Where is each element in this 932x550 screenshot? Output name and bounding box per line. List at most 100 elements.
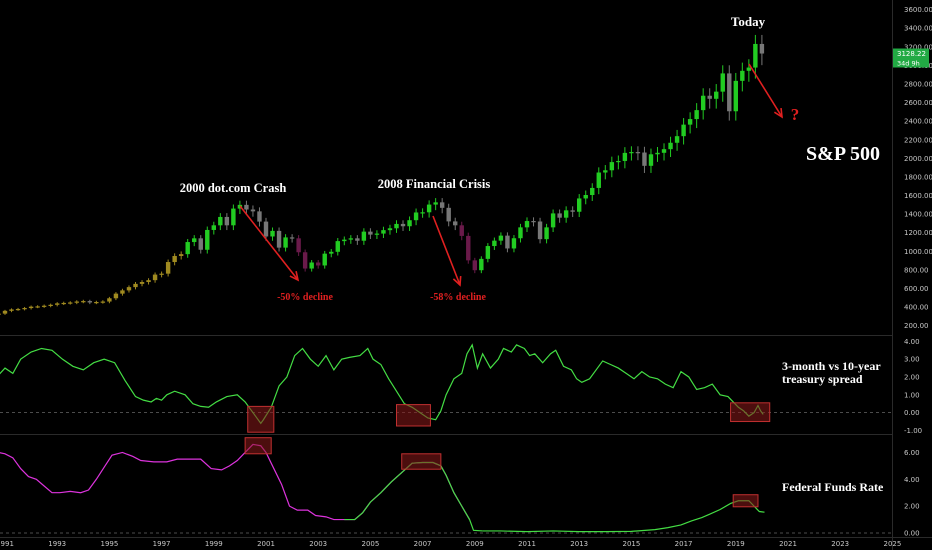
spread-y-tick-label: 2.00 bbox=[904, 373, 920, 381]
financial-crisis-annotation: 2008 Financial Crisis bbox=[378, 177, 491, 191]
sp500-y-tick-label: 1800.00 bbox=[904, 173, 932, 181]
candle bbox=[635, 152, 641, 154]
x-tick-label: 1995 bbox=[100, 540, 118, 548]
last-price-badge bbox=[893, 48, 929, 59]
candle bbox=[740, 70, 745, 81]
x-tick-label: 2011 bbox=[518, 540, 536, 548]
candle bbox=[394, 223, 399, 229]
candle bbox=[348, 238, 354, 240]
candle bbox=[218, 216, 223, 226]
sp500-y-tick-label: 3400.00 bbox=[904, 25, 932, 33]
last-price-label: 3128.22 bbox=[897, 50, 926, 58]
candle bbox=[231, 208, 236, 226]
candle bbox=[459, 225, 464, 236]
x-tick-label: 2007 bbox=[414, 540, 432, 548]
spread-inversion-box-2000 bbox=[247, 405, 275, 433]
candle bbox=[727, 73, 732, 112]
sp500-title: S&P 500 bbox=[806, 143, 880, 165]
candle bbox=[550, 213, 556, 228]
candle bbox=[2, 310, 8, 314]
candle bbox=[524, 221, 530, 228]
ffr-peak-box-2019 bbox=[732, 494, 759, 508]
spread-series-line bbox=[0, 343, 764, 425]
candle bbox=[244, 204, 249, 210]
candle bbox=[681, 124, 686, 137]
candle bbox=[446, 207, 451, 222]
candle bbox=[707, 95, 712, 99]
x-tick-label: 2021 bbox=[779, 540, 797, 548]
spread-y-tick-label: 3.00 bbox=[904, 356, 920, 364]
candle bbox=[309, 262, 314, 269]
candle bbox=[387, 228, 393, 231]
crisis-decline-label: -58% decline bbox=[430, 292, 486, 303]
candle bbox=[224, 216, 230, 226]
candle bbox=[15, 308, 21, 311]
sp500-y-tick-label: 600.00 bbox=[904, 285, 929, 293]
candle bbox=[439, 202, 445, 208]
spread-inversion-box-2007 bbox=[396, 404, 431, 427]
candle bbox=[400, 223, 406, 227]
ffr-peak-box-2007 bbox=[401, 453, 442, 470]
sp500-y-tick-label: 1000.00 bbox=[904, 248, 932, 256]
ffr-series-line-rising bbox=[344, 461, 483, 532]
candle bbox=[498, 235, 504, 241]
sp500-y-tick-label: 2000.00 bbox=[904, 155, 932, 163]
candle bbox=[159, 273, 164, 275]
spread-panel-label-line1: 3-month vs 10-year bbox=[782, 359, 881, 373]
candle bbox=[283, 237, 288, 248]
sp500-y-tick-label: 1400.00 bbox=[904, 211, 932, 219]
candle bbox=[420, 212, 425, 214]
candle bbox=[720, 73, 725, 92]
candle bbox=[648, 154, 654, 166]
candle bbox=[381, 230, 386, 234]
candle bbox=[733, 80, 738, 112]
sp500-y-tick-label: 800.00 bbox=[904, 266, 929, 274]
spread-inversion-box-2019 bbox=[730, 402, 771, 423]
candle bbox=[139, 282, 145, 284]
candle bbox=[622, 152, 628, 161]
ffr-y-tick-label: 0.00 bbox=[904, 529, 920, 537]
spread-y-tick-label: 1.00 bbox=[904, 391, 920, 399]
sp500-y-tick-label: 400.00 bbox=[904, 304, 929, 312]
x-tick-label: 2005 bbox=[361, 540, 379, 548]
ffr-panel-label: Federal Funds Rate bbox=[782, 480, 884, 494]
candle bbox=[413, 212, 419, 221]
candle bbox=[603, 170, 608, 173]
candle bbox=[655, 152, 660, 155]
candle bbox=[165, 262, 171, 274]
candle bbox=[583, 195, 588, 199]
candle bbox=[505, 235, 510, 249]
candle bbox=[0, 313, 1, 315]
candle bbox=[433, 202, 438, 205]
candle bbox=[133, 283, 138, 288]
candle bbox=[355, 238, 360, 241]
candle bbox=[466, 235, 471, 261]
candle bbox=[120, 290, 125, 294]
candle bbox=[687, 119, 693, 125]
countdown-label: 34d 9h bbox=[897, 60, 920, 68]
x-tick-label: 2015 bbox=[622, 540, 640, 548]
candle bbox=[629, 152, 634, 154]
ffr-y-tick-label: 6.00 bbox=[904, 449, 920, 457]
candle bbox=[81, 301, 86, 303]
x-tick-label: 2013 bbox=[570, 540, 588, 548]
candle bbox=[22, 308, 27, 310]
x-tick-label: 1997 bbox=[153, 540, 171, 548]
x-tick-label: 1991 bbox=[0, 540, 14, 548]
ffr-series-line-early bbox=[0, 443, 471, 521]
candle bbox=[485, 246, 491, 259]
candle bbox=[185, 242, 190, 255]
candle bbox=[94, 302, 99, 304]
sp500-y-tick-label: 2200.00 bbox=[904, 136, 932, 144]
candle bbox=[616, 160, 621, 163]
sp500-y-tick-label: 3600.00 bbox=[904, 6, 932, 14]
candle bbox=[531, 221, 536, 223]
spread-y-tick-label: 4.00 bbox=[904, 338, 920, 346]
candle bbox=[577, 198, 582, 212]
sp500-y-tick-label: 2800.00 bbox=[904, 81, 932, 89]
candle bbox=[609, 162, 615, 171]
candle bbox=[192, 238, 197, 243]
candle bbox=[74, 301, 79, 303]
